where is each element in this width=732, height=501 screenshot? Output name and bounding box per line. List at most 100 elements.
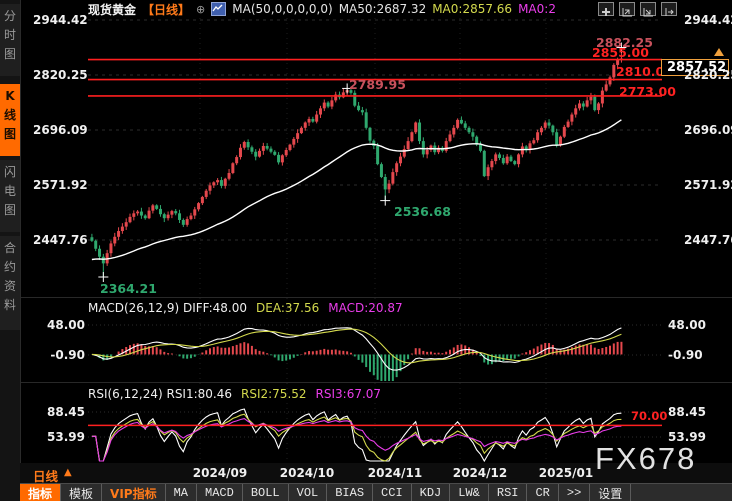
rsi-title-rsi1: RSI(6,12,24) RSI1:80.46 xyxy=(88,387,232,401)
current-price-value: 2857.52 xyxy=(667,60,727,75)
candle-body xyxy=(585,100,589,107)
candle-body xyxy=(414,122,418,133)
toolbar-item-设置[interactable]: 设置 xyxy=(590,484,632,501)
candle-body xyxy=(292,138,296,145)
level-label-2855[interactable]: 2855.00 xyxy=(592,45,649,60)
macd-header[interactable]: MACD(26,12,9) DIFF:48.00 DEA:37.56 MACD:… xyxy=(88,301,403,315)
toolbar-item-LW[interactable]: LW& xyxy=(450,484,489,501)
candle-body xyxy=(109,243,113,254)
candle-body xyxy=(600,90,604,104)
candle-body xyxy=(265,145,269,149)
toolbar-item-VIP指标[interactable]: VIP指标 xyxy=(102,484,166,501)
macd-title-diff: MACD(26,12,9) DIFF:48.00 xyxy=(88,301,247,315)
panel-divider xyxy=(21,297,732,298)
candle-body xyxy=(303,122,307,128)
candle-body xyxy=(490,161,494,168)
sidebar-tab-kline[interactable]: K线图 xyxy=(0,84,20,156)
candle-body xyxy=(410,132,414,142)
candle-body xyxy=(235,157,239,164)
candle-body xyxy=(120,226,124,232)
sidebar-tab-2[interactable]: 闪电图 xyxy=(0,160,20,232)
candle-body xyxy=(368,127,372,141)
toolbar-item-KDJ[interactable]: KDJ xyxy=(412,484,451,501)
ma0-value-yellow: MA0:2857.66 xyxy=(432,2,513,16)
candle-body xyxy=(178,213,182,220)
rsi-header[interactable]: RSI(6,12,24) RSI1:80.46 RSI2:75.52 RSI3:… xyxy=(88,387,381,401)
rsi-axis-tick-left: 53.99 xyxy=(47,430,85,444)
candle-body xyxy=(524,146,528,150)
candle-body xyxy=(269,148,273,152)
candle-body xyxy=(185,219,189,225)
candle-body xyxy=(520,146,524,155)
candle-body xyxy=(288,144,292,150)
toolbar-item-指标[interactable]: 指标 xyxy=(20,484,62,501)
toolbar-item-CCI[interactable]: CCI xyxy=(373,484,412,501)
candle-body xyxy=(406,141,410,150)
add-indicator-icon[interactable]: ⊕ xyxy=(196,2,206,16)
candle-body xyxy=(258,150,262,157)
candle-body xyxy=(318,108,322,115)
candle-body xyxy=(101,256,105,264)
candle-body xyxy=(250,147,254,152)
toolbar-item-BOLL[interactable]: BOLL xyxy=(243,484,289,501)
sidebar-tab-3[interactable]: 合约资料 xyxy=(0,236,20,330)
symbol-name[interactable]: 现货黄金 xyxy=(88,2,137,17)
candle-body xyxy=(437,147,441,153)
price-axis-tick-left: 2944.42 xyxy=(33,13,88,27)
latest-price-arrow-icon[interactable] xyxy=(712,46,726,58)
price-axis-tick-right: 2820.25 xyxy=(684,68,732,82)
candle-body xyxy=(539,127,543,133)
ma50-value: MA50:2687.32 xyxy=(338,2,427,16)
candle-body xyxy=(311,118,315,122)
macd-dea-value: DEA:37.56 xyxy=(256,301,320,315)
rsi-level-70-label: 70.00 xyxy=(631,409,668,423)
candle-body xyxy=(448,134,452,142)
candle-body xyxy=(578,103,582,109)
toolbar-item-RSI[interactable]: RSI xyxy=(489,484,528,501)
candle-body xyxy=(170,211,174,215)
zoom-y-axis-button[interactable] xyxy=(619,2,635,17)
candle-body xyxy=(421,141,425,155)
candle-body xyxy=(589,96,593,101)
candle-body xyxy=(558,136,562,145)
toolbar-item-VOL[interactable]: VOL xyxy=(289,484,328,501)
period-badge[interactable]: 【日线】 xyxy=(142,2,191,17)
fx678-watermark: FX678 xyxy=(595,441,697,476)
level-label-2810[interactable]: 2810.00 xyxy=(616,64,673,79)
candle-body xyxy=(482,150,486,177)
candle-body xyxy=(341,92,345,98)
pan-right-button[interactable] xyxy=(661,2,677,16)
toolbar-item-CR[interactable]: CR xyxy=(527,484,559,501)
candle-body xyxy=(402,149,406,157)
current-price-box[interactable]: 2857.52 xyxy=(661,59,729,76)
candle-body xyxy=(139,211,143,216)
candle-body xyxy=(208,185,212,191)
candle-body xyxy=(616,59,620,65)
candle-body xyxy=(155,205,159,209)
toolbar-item-模板[interactable]: 模板 xyxy=(61,484,103,501)
candle-body xyxy=(452,127,456,135)
chart-type-icon[interactable] xyxy=(211,2,227,16)
toolbar-item-MACD[interactable]: MACD xyxy=(197,484,243,501)
candle-body xyxy=(254,151,258,157)
sidebar-tab-0[interactable]: 分时图 xyxy=(0,4,20,76)
crosshair-tool-button[interactable] xyxy=(598,2,614,16)
candle-body xyxy=(326,102,330,107)
candle-body xyxy=(562,126,566,137)
toolbar-item-MA[interactable]: MA xyxy=(166,484,197,501)
macd-series xyxy=(94,341,623,381)
candle-body xyxy=(200,196,204,204)
level-label-2773[interactable]: 2773.00 xyxy=(619,84,676,99)
zoom-x-axis-button[interactable] xyxy=(640,2,656,17)
candle-body xyxy=(90,237,94,241)
annotation-high-2789: 2789.95 xyxy=(349,77,406,92)
toolbar-item-[interactable]: >> xyxy=(559,484,591,501)
period-selector-label[interactable]: 日线 xyxy=(33,469,59,484)
period-selector-arrow-icon[interactable]: ▲ xyxy=(64,467,72,478)
candle-body xyxy=(231,163,235,174)
toolbar-item-BIAS[interactable]: BIAS xyxy=(327,484,374,501)
extreme-cross-marker xyxy=(380,195,391,206)
candle-body xyxy=(555,132,559,145)
